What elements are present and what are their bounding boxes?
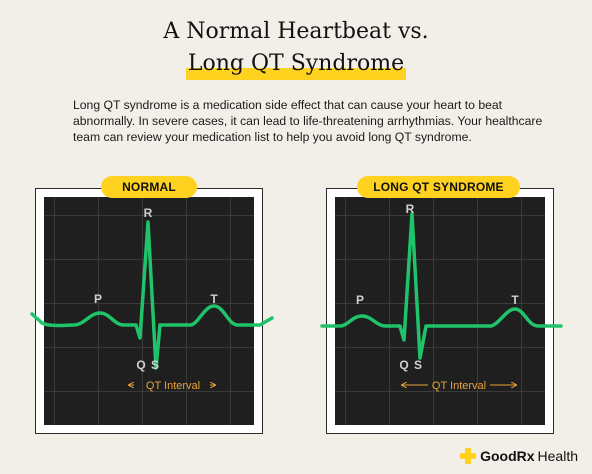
normal-ecg-trace xyxy=(30,220,274,370)
long-qt-r-label: R xyxy=(406,202,415,216)
long-qt-p-label: P xyxy=(356,293,364,307)
normal-ecg-grid xyxy=(44,197,254,425)
normal-t-label: T xyxy=(210,292,218,306)
normal-badge: NORMAL xyxy=(101,176,197,198)
normal-interval-label: QT Interval xyxy=(146,380,200,392)
brand-suffix: Health xyxy=(537,448,578,464)
normal-s-label: S xyxy=(151,358,159,372)
page-title: A Normal Heartbeat vs. Long QT Syndrome xyxy=(0,16,592,80)
normal-r-label: R xyxy=(144,206,153,220)
long-qt-s-label: S xyxy=(414,358,422,372)
long-qt-ecg-panel xyxy=(326,188,554,434)
long-qt-interval-label: QT Interval xyxy=(432,380,486,392)
long-qt-q-label: Q xyxy=(399,358,408,372)
long-qt-ecg-trace xyxy=(320,212,563,360)
normal-ecg-panel xyxy=(35,188,263,434)
title-line-2: Long QT Syndrome xyxy=(185,48,407,80)
plus-icon xyxy=(460,448,477,464)
long-qt-t-label: T xyxy=(511,293,519,307)
brand-name: GoodRx xyxy=(480,448,535,464)
normal-q-label: Q xyxy=(136,358,145,372)
title-line-1: A Normal Heartbeat vs. xyxy=(163,19,429,44)
normal-p-label: P xyxy=(94,292,102,306)
footer-brand: GoodRx Health xyxy=(460,448,578,464)
long-qt-badge: LONG QT SYNDROME xyxy=(357,176,520,198)
description-text: Long QT syndrome is a medication side ef… xyxy=(73,98,543,144)
